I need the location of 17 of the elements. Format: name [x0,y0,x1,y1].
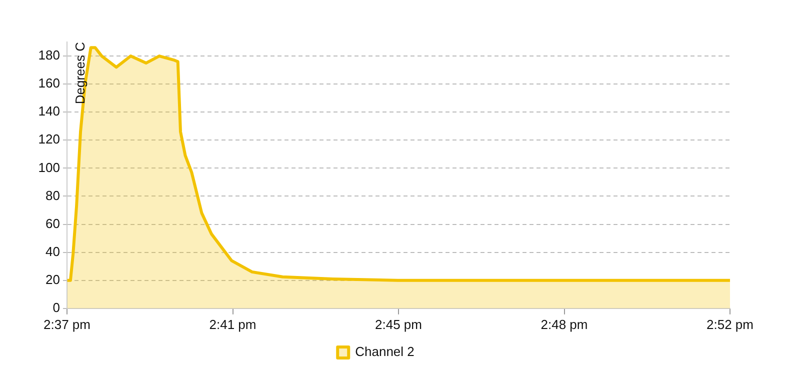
y-tick-label: 60 [46,216,60,231]
y-tick-label: 100 [38,160,60,175]
y-tick-label: 180 [38,48,60,63]
x-tick-label: 2:48 pm [540,316,588,332]
y-tick-label: 0 [52,300,60,315]
y-axis-title: Degrees C [72,42,88,104]
y-tick-label: 20 [46,272,60,287]
y-tick-label: 160 [38,76,60,91]
y-tick-label: 140 [38,104,60,119]
x-tick-label: 2:41 pm [209,316,256,332]
y-tick-label: 120 [38,132,60,147]
x-tick-label: 2:52 pm [706,316,754,332]
x-tick-label: 2:45 pm [375,316,422,332]
x-tick-label: 2:37 pm [44,316,90,332]
y-tick-label: 80 [46,188,60,203]
y-tick-label: 40 [46,244,60,259]
legend-label: Channel 2 [355,344,414,360]
